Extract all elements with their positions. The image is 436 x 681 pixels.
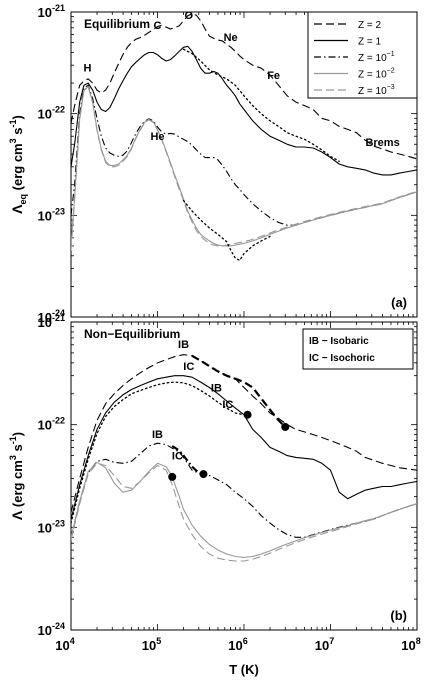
- y-tick-label: 10-24: [38, 308, 65, 325]
- curve-annotation: IB: [211, 383, 222, 395]
- x-tick-label: 108: [401, 636, 420, 653]
- y-tick-label: 10-21: [38, 313, 65, 330]
- panel-title: Non−Equilibrium: [84, 327, 180, 341]
- series-line-5: [71, 86, 417, 251]
- series-line-6: [71, 462, 417, 562]
- series-line-4: [71, 442, 417, 538]
- curve-annotation: IC: [172, 450, 183, 462]
- series-line-5: [71, 461, 417, 558]
- series-line-8: [171, 445, 204, 476]
- legend-label: IC − Isochoric: [309, 353, 375, 364]
- curve-annotation: He: [150, 131, 164, 143]
- x-tick-label: 105: [142, 636, 161, 653]
- y-axis-label: Λeq (erg cm3 s-1): [8, 115, 28, 214]
- y-tick-label: 10-24: [38, 621, 65, 638]
- x-tick-label: 104: [55, 636, 74, 653]
- legend-box: [307, 11, 418, 99]
- series-marker: [243, 410, 252, 419]
- legend: Z = 2 Z = 1 Z = 10−1 Z = 10−2 Z = 10−3: [307, 11, 418, 99]
- legend: IB − Isobaric IC − Isochoric: [302, 328, 414, 370]
- series-marker: [281, 422, 290, 431]
- legend-label: Z = 10−1: [358, 51, 395, 64]
- legend-label: Z = 10−2: [358, 68, 395, 81]
- legend-box: [302, 328, 414, 370]
- legend-label: Z = 2: [358, 20, 382, 31]
- y-tick-label: 10-23: [38, 206, 65, 223]
- series-group: [71, 13, 417, 262]
- panel-label: (a): [391, 295, 407, 310]
- series-line-4: [71, 85, 417, 247]
- curve-annotation: IB: [152, 429, 163, 441]
- legend-label: IB − Isobaric: [309, 336, 369, 347]
- curve-annotation: Ne: [224, 32, 238, 44]
- y-tick-label: 10-21: [38, 3, 65, 20]
- panel-label: (b): [390, 608, 407, 623]
- curve-annotation: IC: [183, 361, 194, 373]
- series-marker: [199, 470, 208, 479]
- x-tick-label: 107: [315, 636, 334, 653]
- panel-a: 10-21 10-22 10-23 10-24 Λeq (erg cm3 s-1) H C O…: [8, 3, 418, 325]
- curve-annotation: O: [185, 10, 194, 22]
- curve-annotation: Fe: [267, 70, 280, 82]
- axis-ticks: [70, 322, 417, 631]
- x-axis-label: T (K): [229, 662, 259, 677]
- legend-label: Z = 10−3: [358, 84, 395, 97]
- x-tick-label: 106: [228, 636, 247, 653]
- series-group: [71, 354, 417, 562]
- curve-annotation: IB: [178, 339, 189, 351]
- series-line-3: [71, 381, 245, 524]
- series-line-7: [182, 199, 271, 262]
- series-line-7: [191, 354, 287, 428]
- series-line-1: [71, 354, 417, 513]
- panel-title: Equilibrium: [84, 17, 150, 31]
- curve-annotation: Brems: [365, 137, 399, 149]
- series-line-2: [71, 375, 417, 520]
- curve-annotation: C: [154, 20, 162, 32]
- curve-annotation: H: [83, 62, 91, 74]
- curve-annotation: IC: [222, 399, 233, 411]
- series-line-6: [182, 48, 340, 162]
- y-tick-label: 10-23: [38, 518, 65, 535]
- y-axis-label: Λ (erg cm3 s-1): [8, 432, 25, 520]
- series-marker: [168, 472, 177, 481]
- series-line-3: [71, 84, 417, 226]
- series-line-2: [71, 45, 417, 176]
- legend-label: Z = 1: [358, 37, 382, 48]
- y-tick-label: 10-22: [38, 416, 65, 433]
- y-tick-label: 10-22: [38, 105, 65, 122]
